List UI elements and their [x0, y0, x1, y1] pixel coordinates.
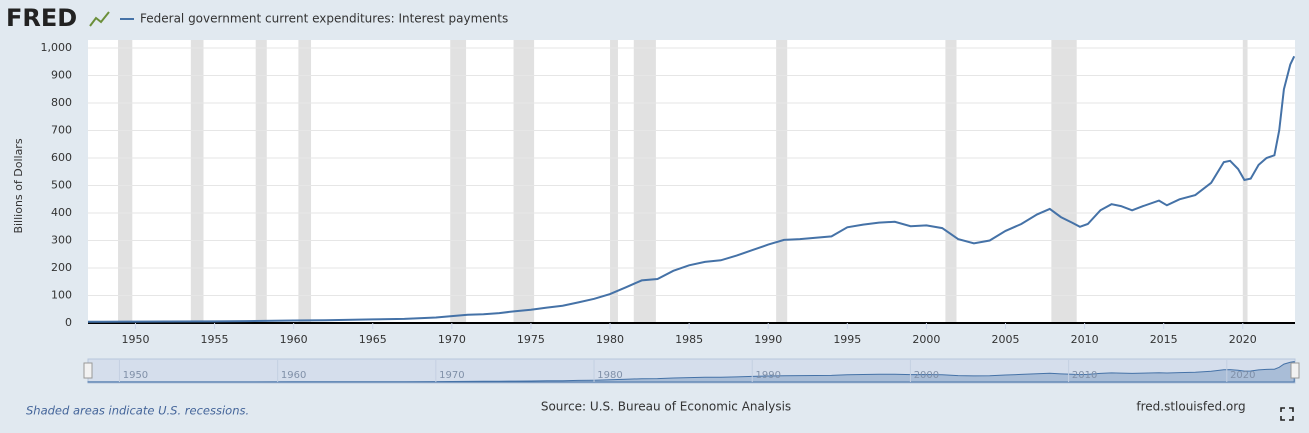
recession-band — [1242, 40, 1248, 323]
x-tick-label: 1975 — [517, 333, 545, 346]
x-tick-label: 2020 — [1229, 333, 1257, 346]
y-tick-label: 900 — [51, 69, 72, 82]
navigator — [87, 358, 1296, 384]
plot-area — [88, 40, 1295, 324]
navigator-tick-label: 1990 — [755, 370, 780, 381]
recession-band — [633, 40, 656, 323]
navigator-line — [87, 361, 1295, 383]
recession-band — [513, 40, 535, 323]
x-tick-label: 2015 — [1150, 333, 1178, 346]
y-tick-label: 800 — [51, 96, 72, 109]
navigator-tick-label: 1970 — [439, 370, 464, 381]
y-tick-label: 600 — [51, 151, 72, 164]
y-axis-title: Billions of Dollars — [12, 138, 25, 233]
navigator-handle[interactable] — [83, 362, 93, 379]
x-tick-label: 1955 — [201, 333, 229, 346]
recession-band — [450, 40, 467, 323]
recession-band — [255, 40, 267, 323]
source: Source: U.S. Bureau of Economic Analysis — [541, 400, 791, 414]
y-tick-label: 500 — [51, 179, 72, 192]
legend-label: Federal government current expenditures:… — [140, 12, 508, 26]
y-tick-label: 0 — [65, 316, 72, 329]
navigator-tick-label: 1960 — [281, 370, 306, 381]
navigator-tick-label: 1980 — [597, 370, 622, 381]
navigator-handle[interactable] — [1290, 362, 1300, 379]
y-tick-label: 700 — [51, 124, 72, 137]
fullscreen-button[interactable] — [1280, 407, 1294, 421]
x-tick-label: 1990 — [754, 333, 782, 346]
y-tick-label: 100 — [51, 289, 72, 302]
x-tick-label: 1980 — [596, 333, 624, 346]
navigator-tick-label: 2020 — [1230, 370, 1255, 381]
recession-band — [776, 40, 788, 323]
x-tick-label: 1965 — [359, 333, 387, 346]
recession-band — [610, 40, 618, 323]
recession-band — [190, 40, 204, 323]
x-tick-label: 2005 — [992, 333, 1020, 346]
navigator-tick-label: 2000 — [914, 370, 939, 381]
recession-band — [298, 40, 312, 323]
navigator-tick-label: 2010 — [1072, 370, 1097, 381]
x-tick-label: 2010 — [1071, 333, 1099, 346]
logo-icon — [89, 11, 110, 27]
x-tick-label: 1970 — [438, 333, 466, 346]
y-tick-label: 1,000 — [41, 41, 73, 54]
logo: FRED — [6, 4, 77, 32]
recession-note: Shaded areas indicate U.S. recessions. — [26, 404, 249, 418]
x-tick-label: 1985 — [675, 333, 703, 346]
x-tick-label: 1950 — [121, 333, 149, 346]
recession-band — [945, 40, 957, 323]
y-tick-label: 200 — [51, 261, 72, 274]
recession-band — [1051, 40, 1077, 323]
x-tick-label: 1995 — [833, 333, 861, 346]
x-tick-label: 1960 — [280, 333, 308, 346]
y-tick-label: 300 — [51, 234, 72, 247]
site-link: fred.stlouisfed.org — [1136, 400, 1245, 414]
x-tick-label: 2000 — [912, 333, 940, 346]
y-tick-label: 400 — [51, 206, 72, 219]
data-line — [87, 55, 1296, 323]
recession-band — [118, 40, 133, 323]
navigator-tick-label: 1950 — [123, 370, 148, 381]
